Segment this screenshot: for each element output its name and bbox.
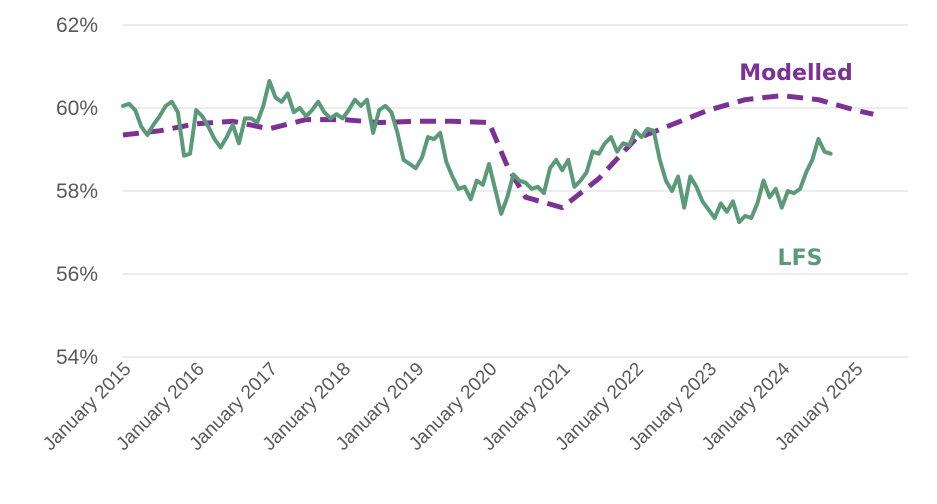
y-axis: 54% 56% 58% 60% 62%: [56, 14, 98, 369]
series-line-lfs: [121, 79, 833, 225]
series-layer: [121, 79, 874, 225]
series-label-lfs: LFS: [778, 246, 823, 271]
series-line-modelled: [122, 93, 874, 211]
y-tick-label: 54%: [56, 346, 98, 369]
series-label-modelled: Modelled: [739, 61, 852, 86]
grid-layer: [123, 24, 908, 358]
annotations: Modelled LFS: [739, 61, 852, 271]
y-tick-label: 60%: [56, 97, 98, 120]
y-tick-label: 56%: [56, 263, 98, 286]
y-tick-label: 58%: [56, 180, 98, 203]
y-tick-label: 62%: [56, 14, 98, 37]
